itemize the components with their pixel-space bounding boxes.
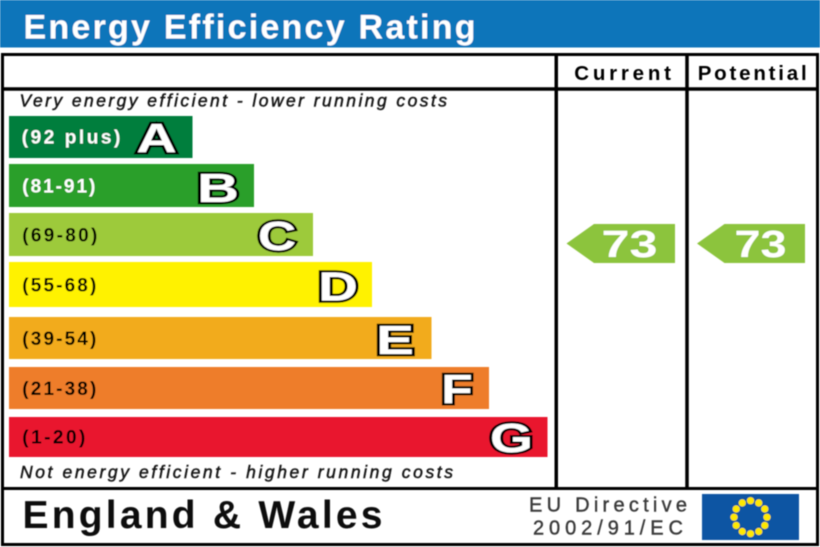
svg-text:(1-20): (1-20)	[22, 428, 85, 449]
svg-text:(39-54): (39-54)	[22, 329, 96, 350]
svg-text:F: F	[441, 367, 472, 412]
svg-text:73: 73	[735, 224, 787, 266]
svg-text:B: B	[197, 166, 239, 211]
svg-text:A: A	[136, 116, 176, 161]
svg-text:England & Wales: England & Wales	[23, 494, 383, 537]
svg-text:Current: Current	[574, 62, 671, 85]
svg-text:EU Directive: EU Directive	[529, 494, 687, 516]
svg-text:Energy Efficiency Rating: Energy Efficiency Rating	[24, 8, 476, 46]
svg-text:C: C	[258, 214, 296, 259]
svg-text:73: 73	[602, 224, 658, 266]
svg-text:(55-68): (55-68)	[22, 276, 96, 297]
svg-text:2002/91/EC: 2002/91/EC	[533, 518, 683, 540]
svg-text:(21-38): (21-38)	[22, 379, 96, 400]
svg-text:Not energy efficient - higher: Not energy efficient - higher running co…	[20, 462, 453, 482]
svg-text:(81-91): (81-91)	[22, 177, 95, 198]
svg-text:Potential: Potential	[698, 62, 807, 85]
svg-text:E: E	[376, 318, 414, 363]
svg-text:Very energy efficient - lower: Very energy efficient - lower running co…	[20, 91, 448, 111]
svg-text:G: G	[490, 416, 533, 461]
svg-text:(69-80): (69-80)	[22, 226, 97, 247]
svg-text:(92 plus): (92 plus)	[22, 128, 121, 149]
svg-text:D: D	[318, 264, 358, 309]
